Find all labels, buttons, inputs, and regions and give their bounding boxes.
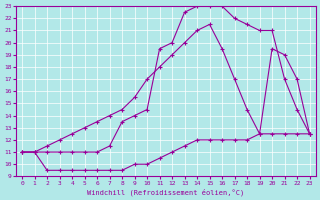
X-axis label: Windchill (Refroidissement éolien,°C): Windchill (Refroidissement éolien,°C) [87,188,244,196]
